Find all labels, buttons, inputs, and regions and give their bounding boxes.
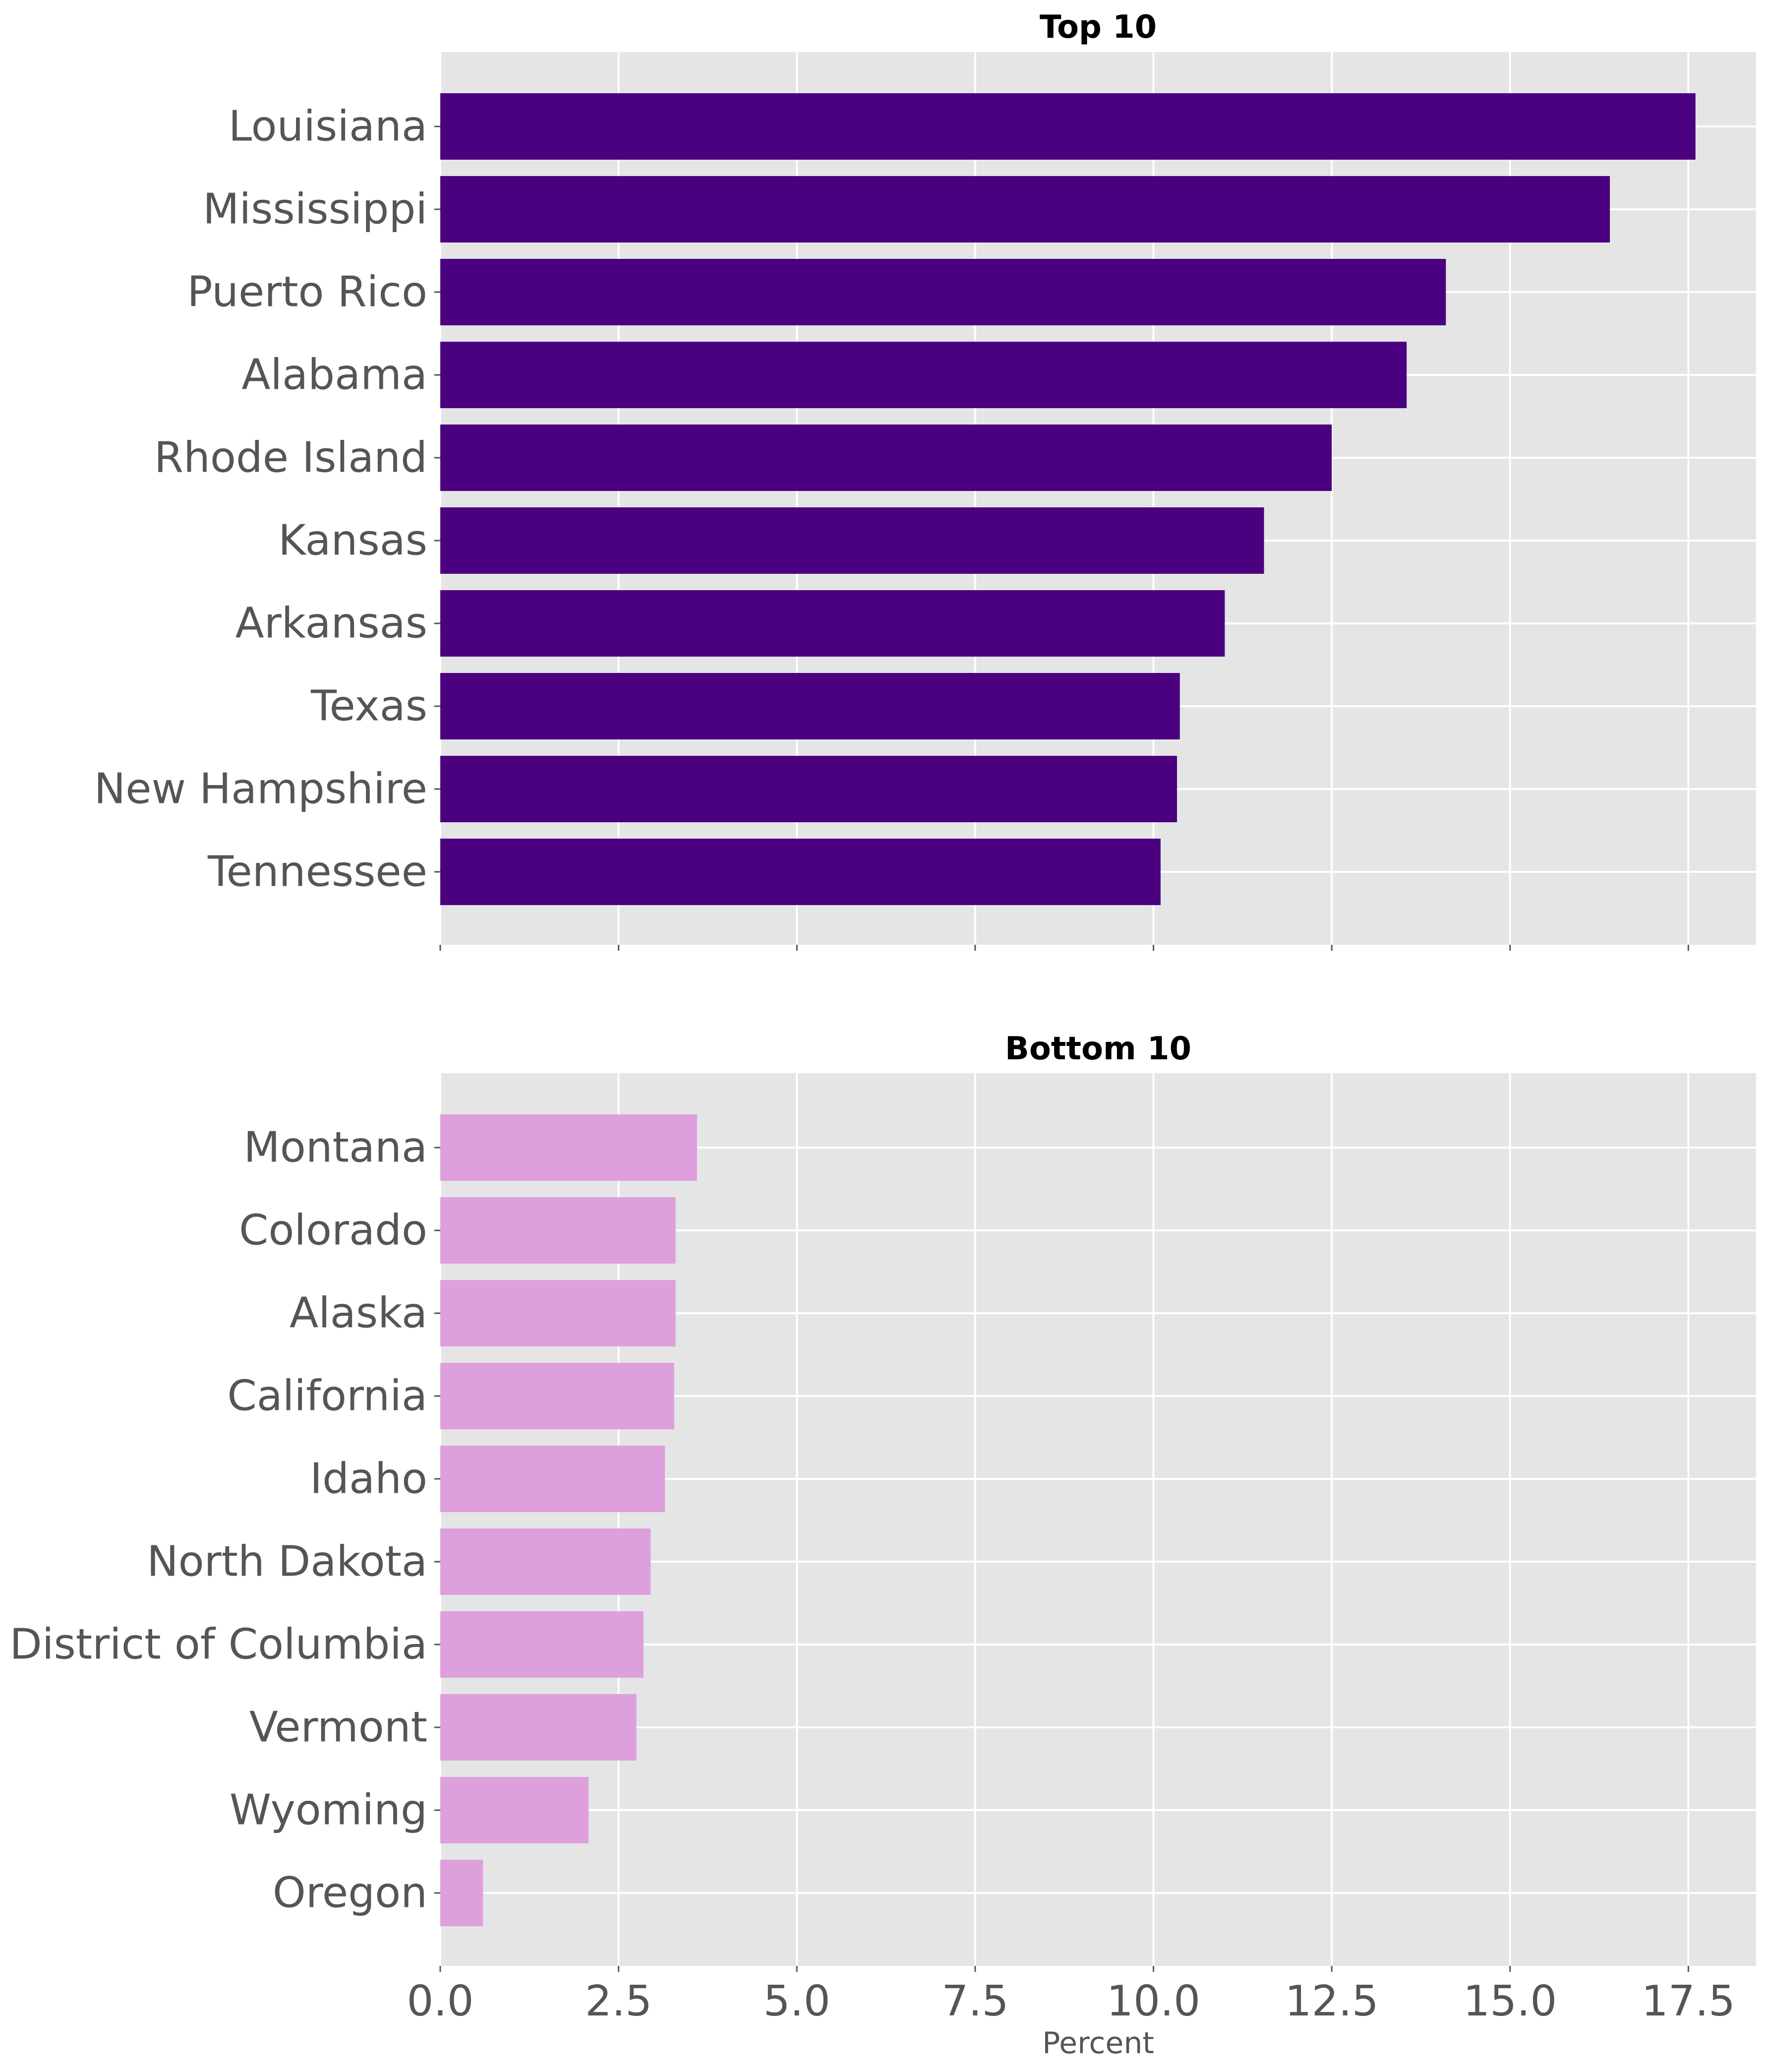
bar-louisiana — [440, 93, 1696, 160]
category-label: District of Columbia — [9, 1620, 427, 1669]
bar-mississippi — [440, 176, 1610, 243]
category-label: New Hampshire — [94, 765, 427, 814]
bar-wyoming — [440, 1777, 589, 1843]
category-label: Wyoming — [230, 1786, 427, 1835]
x-tick-label: 12.5 — [1285, 1977, 1378, 2026]
bar-oregon — [440, 1860, 483, 1926]
bar-arkansas — [440, 590, 1225, 657]
bar-north-dakota — [440, 1528, 651, 1595]
category-label: North Dakota — [147, 1537, 427, 1586]
bar-alabama — [440, 342, 1407, 408]
category-label: Mississippi — [203, 185, 427, 234]
bar-vermont — [440, 1694, 637, 1761]
category-label: Arkansas — [236, 599, 427, 648]
bar-idaho — [440, 1446, 665, 1512]
category-label: Kansas — [278, 516, 427, 565]
x-tick-label: 15.0 — [1463, 1977, 1557, 2026]
category-label: Idaho — [310, 1455, 427, 1504]
x-tick-label: 2.5 — [585, 1977, 652, 2026]
category-label: Oregon — [273, 1869, 427, 1918]
panel-bottom-10: Montana Colorado Alaska California Idaho Nort… — [9, 1031, 1756, 2061]
bar-district-of-columbia — [440, 1611, 644, 1678]
bar-texas — [440, 673, 1180, 739]
category-label: Rhode Island — [154, 433, 427, 483]
bar-colorado — [440, 1197, 676, 1264]
bar-rhode-island — [440, 425, 1332, 491]
category-label: Puerto Rico — [187, 268, 427, 317]
category-label: Vermont — [249, 1703, 427, 1752]
bar-puerto-rico — [440, 259, 1446, 325]
x-tick-label: 0.0 — [407, 1977, 473, 2026]
category-label: California — [227, 1372, 427, 1421]
x-tick-label: 5.0 — [764, 1977, 830, 2026]
panel-title: Bottom 10 — [1005, 1031, 1191, 1067]
bar-new-hampshire — [440, 756, 1177, 822]
category-label: Colorado — [239, 1206, 427, 1255]
x-tick-label: 17.5 — [1642, 1977, 1735, 2026]
category-label: Tennessee — [207, 848, 427, 897]
bar-montana — [440, 1114, 697, 1181]
panels: Louisiana Mississippi Puerto Rico Alabama Rh… — [9, 9, 1756, 2061]
bar-california — [440, 1363, 674, 1429]
category-label: Alaska — [290, 1289, 427, 1338]
x-tick-label: 10.0 — [1107, 1977, 1200, 2026]
category-label: Texas — [310, 682, 427, 731]
category-label: Louisiana — [229, 102, 427, 151]
x-axis-label: Percent — [1042, 2026, 1154, 2061]
bar-kansas — [440, 507, 1264, 574]
category-label: Montana — [243, 1123, 427, 1172]
x-tick-label: 7.5 — [942, 1977, 1008, 2026]
panel-title: Top 10 — [1040, 9, 1157, 46]
category-label: Alabama — [241, 351, 427, 400]
panel-top-10: Louisiana Mississippi Puerto Rico Alabama Rh… — [94, 9, 1756, 951]
bar-tennessee — [440, 839, 1161, 905]
bar-alaska — [440, 1280, 676, 1346]
